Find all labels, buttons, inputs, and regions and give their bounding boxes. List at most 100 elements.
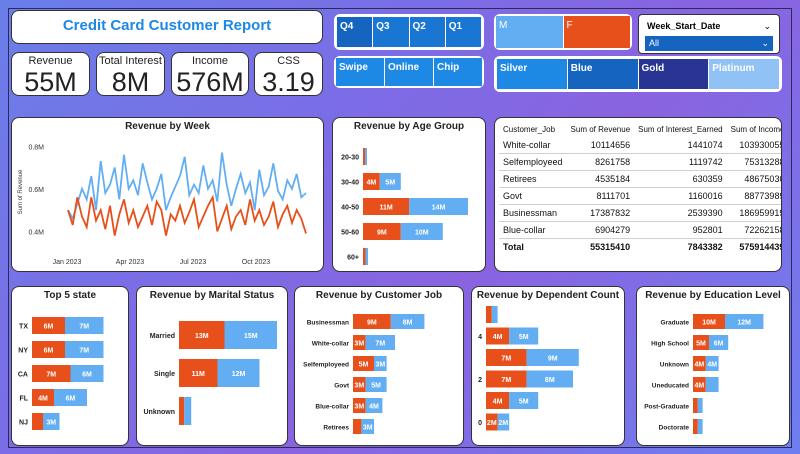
bar-female[interactable] bbox=[486, 349, 527, 366]
category-label: Single bbox=[154, 371, 175, 378]
bar-female[interactable] bbox=[353, 314, 391, 329]
bar-male[interactable] bbox=[70, 365, 104, 382]
bar-male[interactable] bbox=[365, 335, 395, 350]
bar-female[interactable] bbox=[32, 341, 65, 358]
bar-male[interactable] bbox=[725, 314, 764, 329]
quarter-q4-button[interactable]: Q4 bbox=[337, 17, 374, 47]
table-row[interactable]: Blue-collar 6904279 952801 72262158 bbox=[499, 221, 781, 239]
data-label: 4M bbox=[695, 383, 705, 390]
bar-male[interactable] bbox=[365, 148, 367, 165]
category-label: Doctorate bbox=[659, 425, 690, 432]
table-row[interactable]: Govt 8111701 1160016 88773989 bbox=[499, 187, 781, 205]
bar-female[interactable] bbox=[693, 356, 706, 371]
bar-female[interactable] bbox=[353, 377, 366, 392]
bar-female[interactable] bbox=[363, 223, 401, 240]
data-label: 12M bbox=[737, 320, 751, 327]
bar-female[interactable] bbox=[179, 321, 225, 349]
category-label: CA bbox=[18, 372, 28, 379]
bar-female[interactable] bbox=[693, 377, 706, 392]
bar-male[interactable] bbox=[365, 248, 369, 265]
bar-male[interactable] bbox=[217, 359, 260, 387]
txn-online-button[interactable]: Online bbox=[385, 58, 434, 86]
bar-female[interactable] bbox=[32, 413, 43, 430]
bar-male[interactable] bbox=[697, 398, 703, 413]
chart-title: Top 5 state bbox=[43, 290, 97, 301]
bar-female[interactable] bbox=[486, 306, 492, 323]
bar-male[interactable] bbox=[361, 419, 374, 434]
bar-female[interactable] bbox=[486, 370, 527, 388]
bar-male[interactable] bbox=[526, 349, 579, 366]
bar-female[interactable] bbox=[363, 173, 380, 190]
bar-male[interactable] bbox=[497, 413, 510, 431]
chevron-down-icon[interactable]: ⌄ bbox=[763, 21, 771, 31]
bar-male[interactable] bbox=[43, 413, 60, 430]
bar-male[interactable] bbox=[509, 327, 539, 345]
week-dropdown-select[interactable]: All ⌄ bbox=[645, 36, 773, 51]
bar-male[interactable] bbox=[705, 377, 719, 392]
category-gold-button[interactable]: Gold bbox=[638, 59, 710, 89]
bar-male[interactable] bbox=[365, 377, 387, 392]
table-cell: 1441074 bbox=[634, 137, 727, 154]
table-header[interactable]: Sum of Income bbox=[730, 125, 782, 134]
quarter-q2-button[interactable]: Q2 bbox=[409, 17, 446, 47]
bar-female[interactable] bbox=[363, 248, 366, 265]
bar-female[interactable] bbox=[353, 335, 366, 350]
txn-swipe-button[interactable]: Swipe bbox=[336, 58, 385, 86]
bar-female[interactable] bbox=[363, 198, 410, 215]
quarter-q1-button[interactable]: Q1 bbox=[445, 17, 481, 47]
table-row[interactable]: Selfemployeed 8261758 1119742 75313288 bbox=[499, 153, 781, 171]
bar-male[interactable] bbox=[705, 356, 719, 371]
table-header[interactable]: Customer_Job bbox=[503, 125, 556, 134]
bar-female[interactable] bbox=[32, 317, 65, 334]
bar-female[interactable] bbox=[693, 314, 725, 329]
table-header[interactable]: Sum of Revenue bbox=[570, 125, 631, 134]
table-row[interactable]: Businessman 17387832 2539390 186959919 bbox=[499, 204, 781, 222]
bar-male[interactable] bbox=[184, 397, 192, 425]
bar-female[interactable] bbox=[693, 398, 698, 413]
table-header[interactable]: Sum of Interest_Earned bbox=[638, 125, 723, 134]
bar-male[interactable] bbox=[374, 356, 387, 371]
table-total-cell: 575914439 bbox=[726, 238, 781, 255]
category-silver-button[interactable]: Silver bbox=[497, 59, 568, 89]
bar-female[interactable] bbox=[693, 419, 698, 434]
bar-male[interactable] bbox=[65, 317, 104, 334]
bar-male[interactable] bbox=[400, 223, 443, 240]
category-platinum-button[interactable]: Platinum bbox=[709, 59, 779, 89]
bar-male[interactable] bbox=[390, 314, 425, 329]
bar-female[interactable] bbox=[353, 419, 362, 434]
kpi-label: Total Interest bbox=[99, 55, 162, 67]
table-row[interactable]: Retirees 4535184 630359 48675030 bbox=[499, 170, 781, 188]
data-label: 6M bbox=[44, 324, 54, 331]
bar-male[interactable] bbox=[697, 419, 703, 434]
bar-male[interactable] bbox=[224, 321, 278, 349]
table-cell: 48675030 bbox=[726, 170, 781, 188]
bar-male[interactable] bbox=[491, 306, 498, 323]
bar-male[interactable] bbox=[409, 198, 468, 215]
bar-male[interactable] bbox=[709, 335, 729, 350]
bar-female[interactable] bbox=[353, 356, 374, 371]
bar-female[interactable] bbox=[179, 359, 218, 387]
table-row[interactable]: White-collar 10114656 1441074 103930055 bbox=[499, 137, 781, 154]
bar-female[interactable] bbox=[32, 365, 71, 382]
bar-female[interactable] bbox=[363, 148, 365, 165]
bar-female[interactable] bbox=[32, 389, 54, 406]
bar-female[interactable] bbox=[486, 392, 510, 409]
gender-f-button[interactable]: F bbox=[563, 16, 630, 48]
bar-male[interactable] bbox=[65, 341, 104, 358]
quarter-q3-button[interactable]: Q3 bbox=[373, 17, 410, 47]
bar-female[interactable] bbox=[179, 397, 185, 425]
bar-female[interactable] bbox=[693, 335, 709, 350]
bar-male[interactable] bbox=[526, 370, 573, 388]
bar-male[interactable] bbox=[365, 398, 383, 413]
bar-female[interactable] bbox=[353, 398, 366, 413]
bar-male[interactable] bbox=[379, 173, 401, 190]
data-label: 4M bbox=[369, 404, 379, 411]
data-label: 10M bbox=[702, 320, 716, 327]
bar-female[interactable] bbox=[486, 413, 498, 431]
txn-chip-button[interactable]: Chip bbox=[434, 58, 482, 86]
category-blue-button[interactable]: Blue bbox=[567, 59, 639, 89]
bar-male[interactable] bbox=[509, 392, 539, 409]
bar-female[interactable] bbox=[486, 327, 510, 345]
gender-m-button[interactable]: M bbox=[496, 16, 564, 48]
bar-male[interactable] bbox=[54, 389, 87, 406]
